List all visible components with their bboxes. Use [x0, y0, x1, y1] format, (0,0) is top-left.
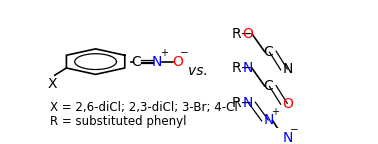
Text: O: O	[172, 55, 183, 69]
Text: N: N	[243, 96, 253, 110]
Text: R−: R−	[232, 27, 253, 41]
Text: R−: R−	[232, 96, 253, 110]
Text: −: −	[290, 125, 298, 135]
Text: R = substituted phenyl: R = substituted phenyl	[50, 115, 187, 128]
Text: N: N	[282, 131, 293, 144]
Text: O: O	[242, 27, 253, 41]
Text: R−: R−	[232, 61, 253, 75]
Text: N: N	[282, 62, 293, 76]
Text: X: X	[48, 77, 57, 91]
Text: N: N	[152, 55, 162, 69]
Text: +: +	[271, 107, 279, 117]
Text: C: C	[263, 79, 273, 93]
Text: C: C	[263, 45, 273, 59]
Text: vs.: vs.	[188, 64, 208, 77]
Text: X = 2,6-diCl; 2,3-diCl; 3-Br; 4-Cl: X = 2,6-diCl; 2,3-diCl; 3-Br; 4-Cl	[50, 101, 238, 114]
Text: C: C	[132, 55, 141, 69]
Text: +: +	[160, 48, 167, 58]
Text: N: N	[243, 61, 253, 75]
Text: O: O	[282, 97, 293, 111]
Text: −: −	[180, 48, 189, 58]
Text: N: N	[263, 113, 274, 127]
